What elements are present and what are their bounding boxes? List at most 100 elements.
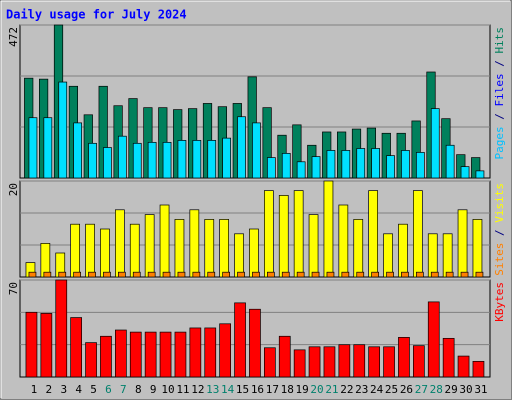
bar (132, 142, 142, 179)
bar (129, 223, 140, 278)
x-tick-label: 12 (191, 383, 204, 396)
x-tick-label: 3 (60, 383, 67, 396)
bar (85, 342, 97, 378)
bar (132, 271, 141, 278)
bar (401, 150, 410, 179)
bar (413, 345, 425, 378)
bar (457, 209, 468, 278)
legend-entry: Visits (493, 183, 506, 223)
x-tick-label: 16 (251, 383, 264, 396)
bar (442, 233, 453, 278)
x-tick-label: 8 (135, 383, 142, 396)
bar (386, 155, 395, 179)
bar (192, 140, 202, 179)
bar (117, 271, 126, 278)
bar (204, 219, 215, 278)
legend: Pages / Files / Hits (493, 27, 506, 160)
bar (40, 313, 53, 378)
bar (177, 271, 186, 278)
x-tick-label: 18 (281, 383, 294, 396)
bar (237, 116, 246, 179)
x-tick-label: 25 (385, 383, 398, 396)
bar (323, 346, 336, 378)
bar (296, 161, 306, 179)
bar (323, 180, 334, 278)
bar (338, 344, 351, 378)
x-tick-label: 17 (266, 383, 279, 396)
bar (249, 228, 259, 278)
bar (341, 271, 350, 278)
bar (267, 271, 275, 278)
x-tick-label: 26 (400, 383, 413, 396)
bar (103, 147, 112, 179)
bar (416, 271, 424, 278)
legend-entry: Pages (493, 126, 506, 159)
x-tick-label: 22 (340, 383, 353, 396)
bar (356, 148, 366, 179)
y-tick-label: 70 (7, 282, 20, 295)
bar (174, 219, 185, 278)
bar (326, 271, 335, 278)
bar (401, 271, 409, 278)
bar (222, 137, 231, 179)
bar (103, 271, 111, 278)
bar (278, 195, 289, 278)
bar (472, 219, 483, 278)
bar (189, 327, 202, 378)
bar (219, 323, 231, 378)
x-tick-label: 24 (370, 383, 384, 396)
x-tick-label: 15 (236, 383, 249, 396)
bar (43, 117, 53, 179)
bar (70, 317, 83, 378)
bar (427, 233, 438, 278)
bar (308, 346, 321, 378)
bar (58, 271, 67, 278)
legend-entry: Files (493, 73, 506, 106)
bar (249, 308, 261, 378)
bar (189, 209, 200, 278)
bar (442, 337, 455, 378)
bar (293, 349, 306, 378)
bar (252, 122, 261, 179)
bar (475, 170, 485, 179)
bar (457, 355, 470, 378)
bar (237, 271, 245, 278)
bar (234, 233, 244, 278)
bar (475, 271, 484, 278)
legend-entry: / (493, 107, 506, 127)
bar (28, 271, 37, 278)
bar (177, 140, 187, 179)
x-tick-label: 29 (445, 383, 458, 396)
bar (383, 346, 395, 378)
bar (100, 228, 110, 278)
bar (28, 117, 38, 179)
bar (73, 122, 83, 179)
bar (204, 327, 217, 378)
bar (162, 271, 171, 278)
legend-entry: Hits (493, 27, 506, 54)
bar (416, 152, 425, 179)
bar (192, 271, 201, 278)
x-tick-label: 28 (430, 383, 443, 396)
bar (264, 347, 276, 378)
bar (293, 190, 304, 278)
bar (427, 301, 440, 378)
bar (117, 135, 127, 179)
x-tick-label: 14 (221, 383, 235, 396)
bar (114, 329, 127, 378)
bar (368, 346, 380, 378)
bar (85, 223, 95, 278)
y-tick-label: 472 (7, 27, 20, 47)
bar (308, 214, 319, 278)
legend-entry: / (493, 54, 506, 74)
chart-title: Daily usage for July 2024 (6, 8, 187, 22)
bar (70, 223, 81, 278)
bar (460, 166, 470, 179)
bar (353, 344, 366, 378)
bar (25, 311, 38, 378)
bar (338, 204, 349, 278)
x-tick-label: 27 (415, 383, 428, 396)
bar (398, 223, 408, 278)
legend-entry: KBytes (493, 282, 506, 322)
x-tick-label: 23 (355, 383, 368, 396)
